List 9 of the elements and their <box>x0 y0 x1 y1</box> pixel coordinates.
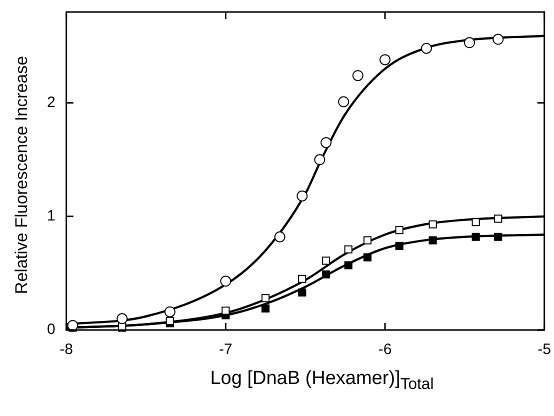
x-tick-label: -7 <box>219 341 232 358</box>
y-tick-label: 0 <box>47 321 56 338</box>
x-axis-title: Log [DnaB (Hexamer)]$_{Total}$ <box>209 368 435 394</box>
y-tick-label: 1 <box>47 208 56 225</box>
y-axis-title: Relative Fluorescence Increase <box>12 56 32 294</box>
x-tick-label: -6 <box>378 341 392 358</box>
x-tick-label: -8 <box>60 341 74 358</box>
x-tick-label: -5 <box>538 341 552 358</box>
y-tick-label: 2 <box>47 94 56 111</box>
